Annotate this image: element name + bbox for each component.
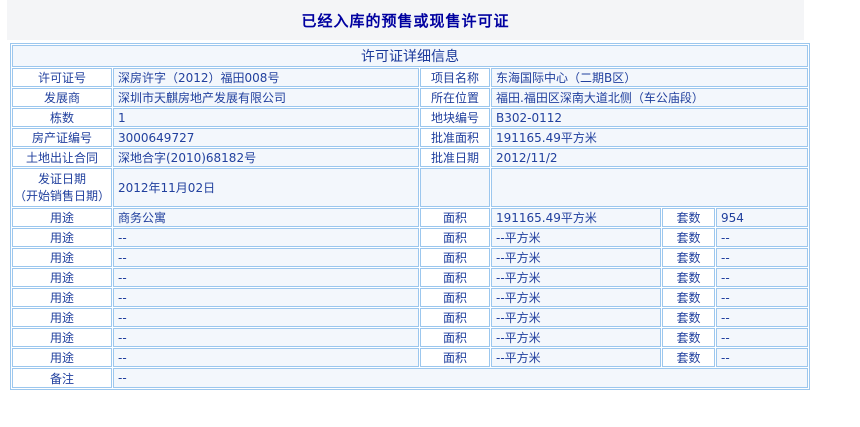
approved-area-label: 批准面积 <box>420 128 490 147</box>
usage-value: -- <box>113 288 419 307</box>
usage-row: 用途 商务公寓 面积 191165.49平方米 套数 954 <box>12 208 809 227</box>
usage-label: 用途 <box>12 328 112 347</box>
units-label: 套数 <box>662 208 715 227</box>
approval-date-label: 批准日期 <box>420 148 490 167</box>
issue-date-label: 发证日期 （开始销售日期） <box>12 168 112 207</box>
usage-value: -- <box>113 248 419 267</box>
developer-label: 发展商 <box>12 88 112 107</box>
usage-row: 用途 -- 面积 --平方米 套数 -- <box>12 308 809 327</box>
info-row-permit-number: 许可证号 深房许字（2012）福田008号 项目名称 东海国际中心（二期B区） <box>12 68 809 87</box>
area-label: 面积 <box>420 248 490 267</box>
usage-label: 用途 <box>12 268 112 287</box>
area-label: 面积 <box>420 308 490 327</box>
usage-value: -- <box>113 328 419 347</box>
usage-row: 用途 -- 面积 --平方米 套数 -- <box>12 348 809 367</box>
units-value: -- <box>716 248 809 267</box>
location-label: 所在位置 <box>420 88 490 107</box>
usage-label: 用途 <box>12 228 112 247</box>
units-label: 套数 <box>662 308 715 327</box>
usage-row: 用途 -- 面积 --平方米 套数 -- <box>12 228 809 247</box>
usage-value: -- <box>113 268 419 287</box>
building-count-value: 1 <box>113 108 419 127</box>
area-value: --平方米 <box>491 328 661 347</box>
units-value: -- <box>716 268 809 287</box>
property-cert-value: 3000649727 <box>113 128 419 147</box>
usage-label: 用途 <box>12 348 112 367</box>
area-value: --平方米 <box>491 348 661 367</box>
usage-value: 商务公寓 <box>113 208 419 227</box>
issue-date-label-line2: （开始销售日期） <box>13 188 110 203</box>
building-count-label: 栋数 <box>12 108 112 127</box>
units-value: -- <box>716 348 809 367</box>
issue-date-empty-cell-wide <box>491 168 809 207</box>
table-subtitle: 许可证详细信息 <box>12 45 809 67</box>
usage-label: 用途 <box>12 308 112 327</box>
area-label: 面积 <box>420 328 490 347</box>
page-title: 已经入库的预售或现售许可证 <box>301 11 510 30</box>
units-label: 套数 <box>662 328 715 347</box>
units-value: 954 <box>716 208 809 227</box>
units-label: 套数 <box>662 268 715 287</box>
issue-date-value: 2012年11月02日 <box>113 168 419 207</box>
units-label: 套数 <box>662 248 715 267</box>
page-header: 已经入库的预售或现售许可证 <box>7 0 804 40</box>
info-row-property-cert: 房产证编号 3000649727 批准面积 191165.49平方米 <box>12 128 809 147</box>
usage-row: 用途 -- 面积 --平方米 套数 -- <box>12 328 809 347</box>
units-value: -- <box>716 288 809 307</box>
usage-row: 用途 -- 面积 --平方米 套数 -- <box>12 268 809 287</box>
usage-value: -- <box>113 308 419 327</box>
land-contract-value: 深地合字(2010)68182号 <box>113 148 419 167</box>
area-value: --平方米 <box>491 248 661 267</box>
permit-number-label: 许可证号 <box>12 68 112 87</box>
area-value: --平方米 <box>491 268 661 287</box>
remark-label: 备注 <box>12 368 112 388</box>
issue-date-empty-cell <box>420 168 490 207</box>
usage-value: -- <box>113 228 419 247</box>
units-value: -- <box>716 228 809 247</box>
table-subtitle-row: 许可证详细信息 <box>12 45 809 67</box>
permit-number-value: 深房许字（2012）福田008号 <box>113 68 419 87</box>
developer-value: 深圳市天麒房地产发展有限公司 <box>113 88 419 107</box>
area-label: 面积 <box>420 288 490 307</box>
usage-label: 用途 <box>12 208 112 227</box>
info-row-land-contract: 土地出让合同 深地合字(2010)68182号 批准日期 2012/11/2 <box>12 148 809 167</box>
location-value: 福田.福田区深南大道北侧（车公庙段） <box>491 88 809 107</box>
issue-date-row: 发证日期 （开始销售日期） 2012年11月02日 <box>12 168 809 207</box>
area-value: --平方米 <box>491 308 661 327</box>
area-value: --平方米 <box>491 228 661 247</box>
area-value: 191165.49平方米 <box>491 208 661 227</box>
remark-value: -- <box>113 368 809 388</box>
permit-details-table: 许可证详细信息 许可证号 深房许字（2012）福田008号 项目名称 东海国际中… <box>10 43 811 390</box>
approval-date-value: 2012/11/2 <box>491 148 809 167</box>
usage-label: 用途 <box>12 248 112 267</box>
plot-number-label: 地块编号 <box>420 108 490 127</box>
plot-number-value: B302-0112 <box>491 108 809 127</box>
units-value: -- <box>716 308 809 327</box>
area-label: 面积 <box>420 268 490 287</box>
units-value: -- <box>716 328 809 347</box>
info-row-building-count: 栋数 1 地块编号 B302-0112 <box>12 108 809 127</box>
area-value: --平方米 <box>491 288 661 307</box>
issue-date-label-line1: 发证日期 <box>37 171 86 186</box>
project-name-value: 东海国际中心（二期B区） <box>491 68 809 87</box>
property-cert-label: 房产证编号 <box>12 128 112 147</box>
approved-area-value: 191165.49平方米 <box>491 128 809 147</box>
area-label: 面积 <box>420 228 490 247</box>
info-row-developer: 发展商 深圳市天麒房地产发展有限公司 所在位置 福田.福田区深南大道北侧（车公庙… <box>12 88 809 107</box>
usage-value: -- <box>113 348 419 367</box>
area-label: 面积 <box>420 208 490 227</box>
usage-label: 用途 <box>12 288 112 307</box>
project-name-label: 项目名称 <box>420 68 490 87</box>
usage-row: 用途 -- 面积 --平方米 套数 -- <box>12 248 809 267</box>
units-label: 套数 <box>662 228 715 247</box>
usage-row: 用途 -- 面积 --平方米 套数 -- <box>12 288 809 307</box>
remark-row: 备注 -- <box>12 368 809 388</box>
area-label: 面积 <box>420 348 490 367</box>
units-label: 套数 <box>662 348 715 367</box>
units-label: 套数 <box>662 288 715 307</box>
land-contract-label: 土地出让合同 <box>12 148 112 167</box>
